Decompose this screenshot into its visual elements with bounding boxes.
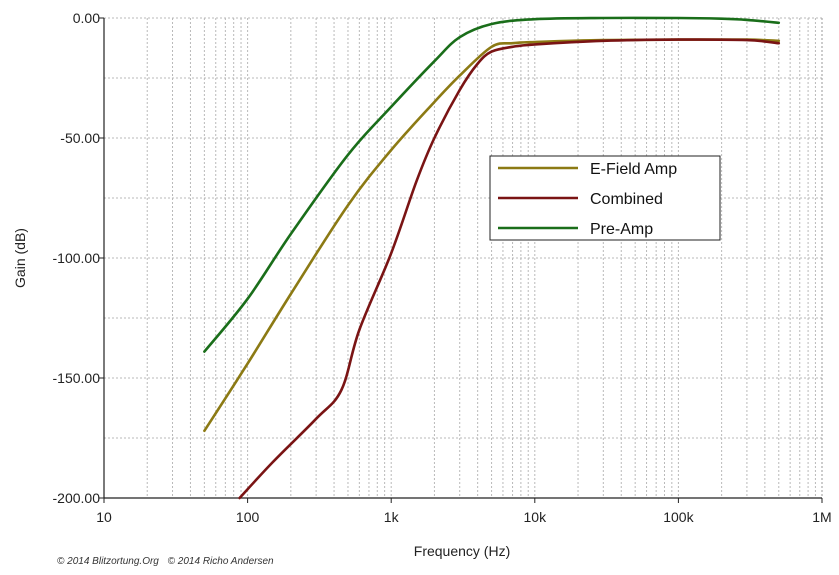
y-tick-label: -200.00 [53,490,101,506]
y-tick-label: -150.00 [53,370,101,386]
y-tick-label: 0.00 [73,10,100,26]
legend-label-combined: Combined [590,191,663,208]
tick-labels: 10 100 1k 10k 100k 1M 0.00 -50.00 -100.00 -150.00… [53,10,832,525]
credit-author: © 2014 Richo Andersen [167,556,274,567]
credits: © 2014 Blitzortung.Org © 2014 Richo Ande… [57,556,280,567]
legend: E-Field Amp Combined Pre-Amp [489,155,721,241]
y-axis-title: Gain (dB) [12,228,28,288]
x-tick-label: 100k [663,509,694,525]
y-tick-label: -50.00 [60,130,100,146]
x-tick-label: 1k [384,509,400,525]
grid [103,17,822,499]
y-tick-label: -100.00 [53,250,101,266]
legend-label-pre-amp: Pre-Amp [590,221,653,238]
legend-label-e-field-amp: E-Field Amp [590,161,677,178]
x-axis-title: Frequency (Hz) [414,543,510,559]
x-tick-label: 10k [524,509,548,525]
credit-blitzortung: © 2014 Blitzortung.Org [57,556,159,567]
x-tick-label: 100 [236,509,260,525]
series-line-pre-amp [203,16,781,353]
x-tick-label: 10 [96,509,112,525]
axes [99,17,823,503]
series-line-combined [238,38,781,500]
series-lines [203,16,781,500]
x-tick-label: 1M [812,509,831,525]
